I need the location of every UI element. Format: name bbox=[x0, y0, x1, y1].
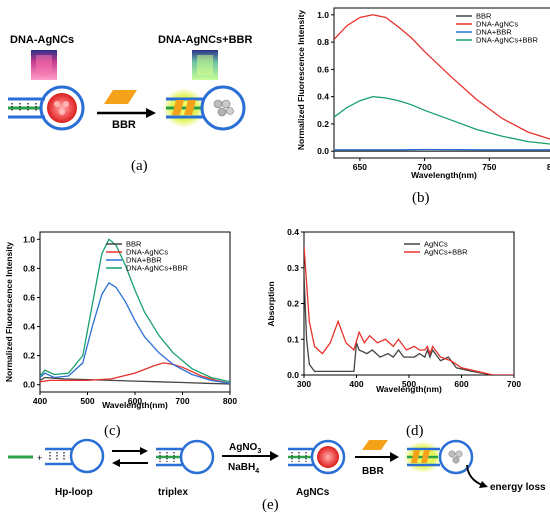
y-tick-label: 1.0 bbox=[23, 234, 35, 244]
label-triplex: triplex bbox=[158, 487, 188, 498]
x-tick-label: 500 bbox=[80, 396, 94, 406]
x-tick-label: 600 bbox=[454, 379, 468, 389]
panel-a-schematic: DNA-AgNCs DNA-AgNCs+BBR BBR bbox=[0, 0, 290, 175]
label-agncs: AgNCs bbox=[296, 487, 330, 498]
x-axis-label: Wavelength(nm) bbox=[376, 384, 442, 394]
y-tick-label: 0.2 bbox=[317, 119, 329, 129]
x-axis-label: Wavelength(nm) bbox=[102, 400, 168, 410]
y-tick-label: 0.0 bbox=[287, 370, 299, 380]
arrow-label-bbr: BBR bbox=[112, 119, 136, 131]
y-tick-label: 0.0 bbox=[317, 146, 329, 156]
y-tick-label: 0.8 bbox=[23, 263, 35, 273]
label-energy-loss: energy loss bbox=[490, 482, 546, 493]
x-tick-label: 650 bbox=[353, 162, 367, 172]
x-tick-label: 400 bbox=[349, 379, 363, 389]
x-tick-label: 750 bbox=[482, 162, 496, 172]
x-axis-label: Wavelength(nm) bbox=[411, 170, 477, 180]
series-line-dna-agncs bbox=[334, 15, 550, 141]
series-line-dna-agncs-bbr bbox=[334, 97, 550, 145]
legend-label: DNA-AgNCs+BBR bbox=[126, 264, 188, 273]
vial-green-photo bbox=[192, 50, 218, 80]
panel-e-schematic: + Hp-loop triplex AgNO3 NaBH4 bbox=[0, 437, 550, 512]
plot-frame bbox=[304, 232, 514, 375]
synthesis-arrow-head-icon bbox=[270, 451, 279, 461]
y-tick-label: 0.8 bbox=[317, 37, 329, 47]
x-tick-label: 700 bbox=[507, 379, 521, 389]
caption-b: (b) bbox=[412, 190, 430, 205]
caption-e: (e) bbox=[262, 497, 279, 512]
legend-label: AgNCs+BBR bbox=[424, 248, 468, 257]
y-tick-label: 0.4 bbox=[317, 92, 329, 102]
hairpin-bbr-diagram bbox=[163, 87, 244, 129]
y-tick-label: 0.2 bbox=[23, 351, 35, 361]
y-tick-label: 0.6 bbox=[317, 64, 329, 74]
x-tick-label: 300 bbox=[297, 379, 311, 389]
series-line-dna-bbr bbox=[40, 283, 230, 383]
x-tick-label: 700 bbox=[175, 396, 189, 406]
y-tick-label: 0.4 bbox=[287, 227, 299, 237]
bbr-reagent-icon bbox=[362, 440, 388, 450]
hp-loop-diagram bbox=[45, 440, 103, 472]
label-dna-agncs-bbr: DNA-AgNCs+BBR bbox=[158, 34, 252, 46]
equilibrium-arrows bbox=[112, 447, 148, 467]
x-tick-label: 800 bbox=[223, 396, 237, 406]
label-dna-agncs: DNA-AgNCs bbox=[10, 34, 74, 46]
agncs-diagram bbox=[288, 441, 344, 473]
series-line-agncs-bbr bbox=[304, 246, 514, 375]
arrow-head-icon bbox=[146, 108, 156, 118]
y-tick-label: 0.6 bbox=[23, 292, 35, 302]
label-agno3: AgNO3 bbox=[229, 442, 261, 455]
y-tick-label: 0.2 bbox=[287, 299, 299, 309]
y-tick-label: 0.1 bbox=[287, 334, 299, 344]
vial-pink-photo bbox=[31, 50, 57, 80]
plot-frame bbox=[334, 8, 550, 158]
series-line-agncs bbox=[304, 275, 514, 375]
bbr-molecule-icon bbox=[104, 90, 137, 104]
y-axis-label: Normalized Fluorescence Intensity bbox=[296, 10, 306, 151]
y-axis-label: Normalized Fluorescence Intensity bbox=[4, 242, 14, 383]
y-tick-label: 0.4 bbox=[23, 322, 35, 332]
y-tick-label: 0.0 bbox=[23, 380, 35, 390]
bbr-arrow-head-icon bbox=[390, 452, 399, 462]
label-bbr-e: BBR bbox=[362, 466, 384, 477]
x-tick-label: 400 bbox=[33, 396, 47, 406]
y-tick-label: 0.3 bbox=[287, 263, 299, 273]
triplex-diagram bbox=[156, 441, 213, 473]
caption-a: (a) bbox=[131, 158, 148, 174]
y-axis-label: Absorption bbox=[266, 281, 276, 326]
hairpin-agnc-diagram bbox=[8, 87, 83, 129]
panel-b-chart: 6507007508000.00.20.40.60.81.0Normalized… bbox=[290, 0, 550, 205]
label-nabh4: NaBH4 bbox=[228, 462, 259, 475]
label-hp-loop: Hp-loop bbox=[55, 487, 93, 498]
y-tick-label: 1.0 bbox=[317, 10, 329, 20]
quenched-hairpin-diagram bbox=[404, 441, 472, 473]
legend-label: DNA-AgNCs+BBR bbox=[476, 36, 538, 45]
plus-sign: + bbox=[37, 453, 42, 463]
